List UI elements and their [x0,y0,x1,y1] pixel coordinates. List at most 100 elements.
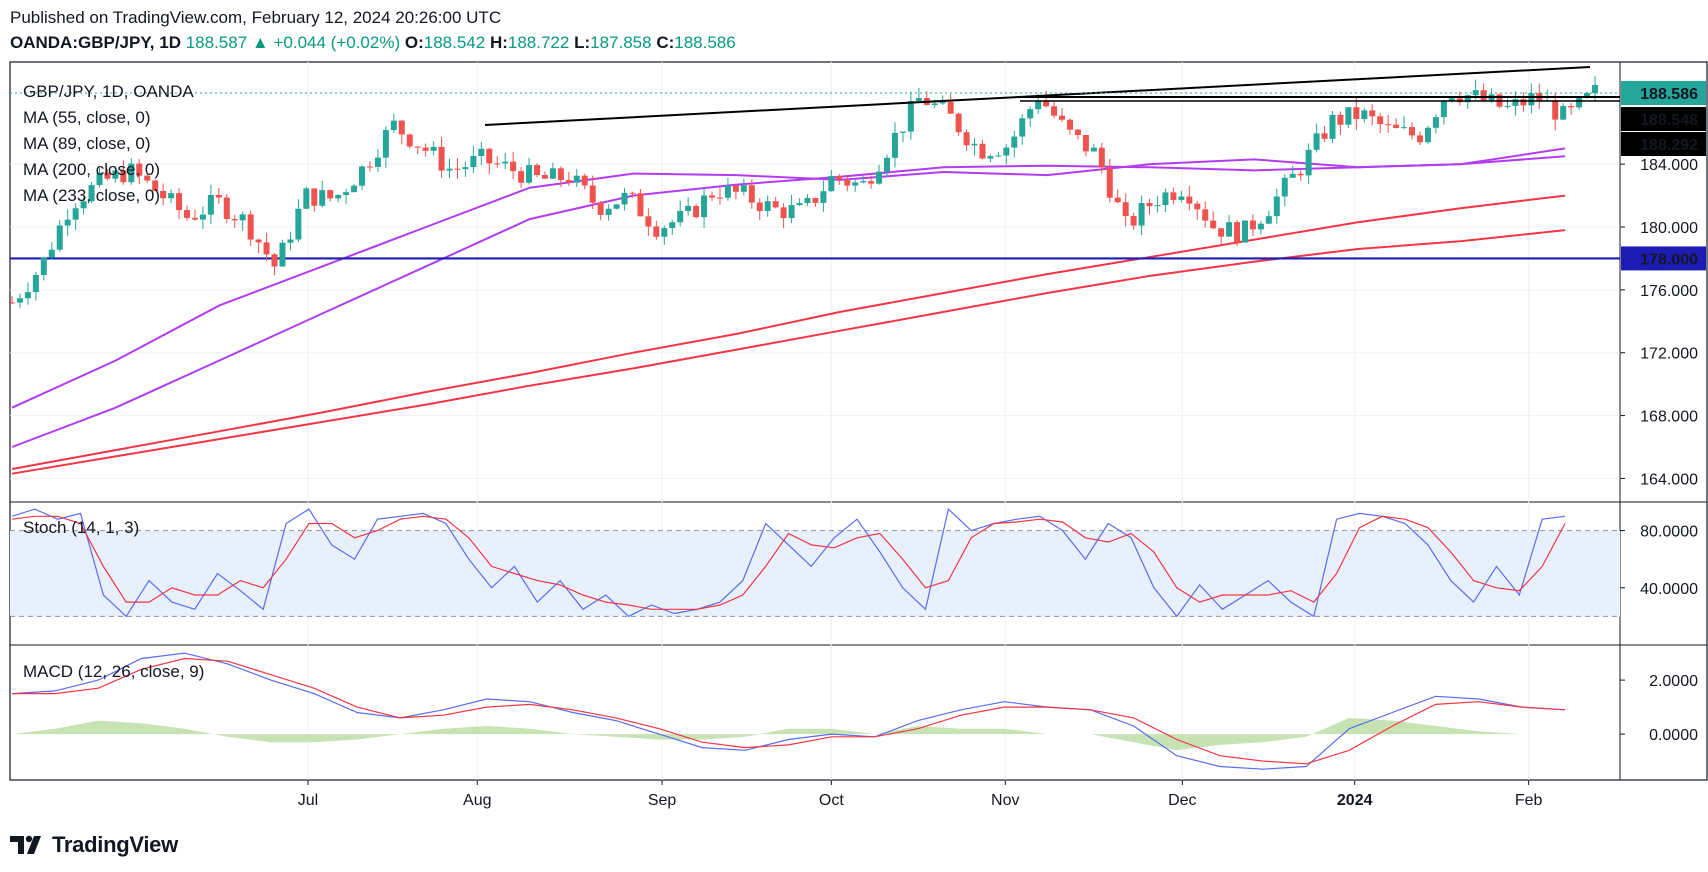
candle-body [80,201,87,209]
price-tick-label: 172.000 [1640,346,1698,363]
candle-body [1154,205,1161,207]
candle-body [438,146,445,171]
candle-body [215,194,222,198]
candle-body [120,170,127,183]
symbol-name: OANDA:GBP/JPY, 1D [10,33,181,52]
candle-body [1321,133,1328,139]
candle-body [430,146,437,151]
candle-body [868,181,875,184]
candle-body [526,165,533,183]
candle-body [1401,127,1408,129]
candle-body [24,292,31,299]
candle-body [223,197,230,219]
candle-body [1273,196,1280,217]
stoch-line-1 [11,515,1566,610]
candle-body [96,172,103,186]
brand-footer: TradingView [10,832,178,858]
low-value: 187.858 [590,33,652,52]
price-label-bg [1621,132,1706,156]
open-label: O: [404,33,424,52]
candle-body [844,179,851,186]
candle-body [1265,216,1272,224]
candle-body [1528,93,1535,106]
high-label: H: [489,33,508,52]
candle-body [176,193,183,211]
stoch-line-0 [11,507,1566,618]
macd-histogram [12,717,1565,751]
candle-body [621,192,628,205]
candle-body [534,165,541,175]
price-change: +0.044 (+0.02%) [273,33,401,52]
candle-body [1257,223,1264,230]
candle-body [160,190,167,199]
candle-body [669,222,676,229]
candle-body [1289,173,1296,178]
candle-body [1218,228,1225,237]
price-tick-label: 176.000 [1640,283,1698,300]
candle-body [128,163,135,183]
stoch-tick-label: 40.0000 [1640,581,1698,598]
macd-tick-label: 0.0000 [1649,727,1698,744]
candle-body [955,113,962,133]
x-tick-label: Sep [648,792,677,809]
candle-body [947,101,954,114]
candle-body [931,103,938,105]
candle-body [780,207,787,219]
candle-body [549,168,556,179]
candle-body [382,130,389,158]
candle-body [812,198,819,203]
candle-body [207,194,214,215]
candle-body [1051,106,1058,116]
candle-body [891,132,898,158]
candle-body [510,161,517,172]
candle-body [1576,97,1583,108]
candle-body [756,202,763,212]
candle-body [1329,114,1336,139]
price-legend-entry: MA (200, close, 0) [23,160,160,179]
candle-body [470,155,477,168]
x-tick-label: 2024 [1337,792,1373,809]
candle-body [303,188,310,209]
candle-body [366,166,373,168]
candle-body [589,185,596,203]
candle-body [685,205,692,212]
candle-body [661,228,668,237]
candle-body [1035,100,1042,110]
candle-body [72,208,79,220]
x-tick-label: Oct [819,792,844,809]
candle-body [732,185,739,192]
candle-body [716,197,723,199]
candle-body [915,98,922,102]
candle-body [907,101,914,132]
last-price: 188.587 [185,33,248,52]
macd-tick-label: 2.0000 [1649,673,1698,690]
candle-body [1114,197,1121,203]
candle-body [1194,203,1201,210]
open-value: 188.542 [423,33,486,52]
candle-body [899,131,906,133]
candle-body [374,157,381,167]
candle-body [772,201,779,208]
candle-body [724,185,731,198]
candle-body [1432,117,1439,128]
candle-body [645,216,652,227]
close-label: C: [656,33,675,52]
candle-body [1019,118,1026,137]
stoch-band-fill [10,530,1620,617]
candle-body [1066,119,1073,130]
candle-body [884,157,891,172]
candle-body [518,171,525,183]
price-legend-entry: MA (55, close, 0) [23,108,151,127]
candle-body [605,208,612,215]
candle-body [1090,147,1097,152]
candle-body [979,143,986,159]
candle-body [390,120,397,131]
candle-body [231,218,238,221]
candle-body [184,210,191,218]
close-value: 188.586 [674,33,736,52]
candle-body [573,175,580,183]
candle-body [279,242,286,267]
candle-body [1552,100,1559,120]
stoch-tick-label: 80.0000 [1640,524,1698,541]
